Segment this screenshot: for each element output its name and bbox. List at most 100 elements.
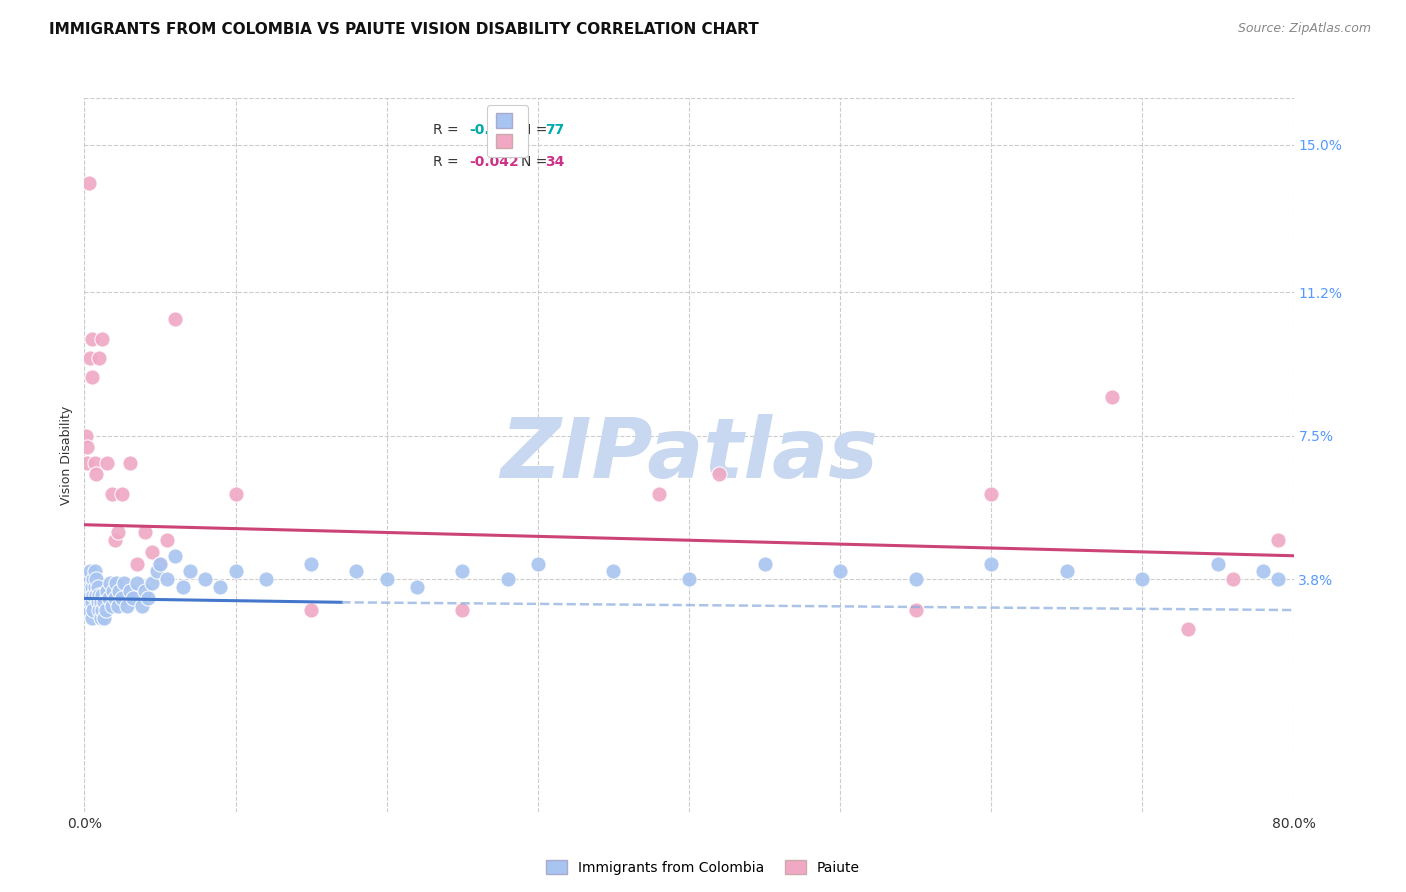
- Point: [98, 575, 121, 590]
- Point: [97, 591, 120, 606]
- Text: -0.042: -0.042: [468, 155, 519, 169]
- Point: [75, 583, 97, 598]
- Point: [96, 583, 118, 598]
- Point: [96, 456, 118, 470]
- Point: [76, 440, 98, 454]
- Point: [678, 572, 700, 586]
- Point: [1267, 533, 1289, 548]
- Point: [80, 611, 103, 625]
- Point: [299, 557, 322, 571]
- Point: [80, 580, 103, 594]
- Point: [136, 591, 159, 606]
- Point: [86, 467, 108, 482]
- Point: [80, 595, 103, 609]
- Point: [82, 588, 104, 602]
- Point: [172, 580, 194, 594]
- Point: [141, 575, 163, 590]
- Point: [101, 583, 124, 598]
- Point: [79, 580, 101, 594]
- Point: [79, 564, 101, 578]
- Point: [1130, 572, 1153, 586]
- Point: [87, 580, 110, 594]
- Point: [93, 611, 115, 625]
- Point: [131, 599, 153, 614]
- Point: [1056, 564, 1078, 578]
- Point: [84, 580, 107, 594]
- Text: 34: 34: [546, 155, 564, 169]
- Point: [346, 564, 368, 578]
- Point: [104, 533, 127, 548]
- Text: ZIPatlas: ZIPatlas: [501, 415, 877, 495]
- Point: [451, 564, 474, 578]
- Point: [165, 549, 187, 563]
- Point: [602, 564, 624, 578]
- Point: [1267, 572, 1289, 586]
- Point: [1206, 557, 1229, 571]
- Point: [86, 572, 108, 586]
- Point: [1101, 390, 1123, 404]
- Point: [79, 595, 101, 609]
- Point: [75, 428, 97, 442]
- Point: [980, 557, 1002, 571]
- Point: [451, 603, 474, 617]
- Point: [156, 533, 179, 548]
- Point: [149, 557, 172, 571]
- Point: [80, 332, 103, 346]
- Point: [904, 572, 927, 586]
- Point: [980, 486, 1002, 500]
- Point: [90, 611, 112, 625]
- Point: [134, 583, 156, 598]
- Point: [80, 370, 103, 384]
- Text: N =: N =: [520, 155, 551, 169]
- Point: [146, 564, 169, 578]
- Point: [89, 603, 111, 617]
- Point: [141, 545, 163, 559]
- Point: [84, 564, 107, 578]
- Point: [91, 603, 114, 617]
- Point: [149, 557, 172, 571]
- Point: [91, 332, 114, 346]
- Point: [93, 595, 115, 609]
- Point: [134, 525, 156, 540]
- Text: N =: N =: [520, 123, 551, 137]
- Point: [76, 456, 98, 470]
- Point: [87, 595, 110, 609]
- Point: [100, 486, 122, 500]
- Point: [118, 583, 141, 598]
- Point: [77, 603, 100, 617]
- Point: [86, 588, 108, 602]
- Text: -0.021: -0.021: [468, 123, 519, 137]
- Point: [76, 591, 98, 606]
- Point: [82, 603, 104, 617]
- Point: [527, 557, 550, 571]
- Point: [77, 588, 100, 602]
- Point: [91, 588, 114, 602]
- Point: [104, 591, 127, 606]
- Point: [254, 572, 277, 586]
- Point: [225, 564, 247, 578]
- Point: [1253, 564, 1275, 578]
- Text: 77: 77: [546, 123, 564, 137]
- Point: [127, 575, 149, 590]
- Point: [496, 572, 519, 586]
- Point: [165, 312, 187, 326]
- Point: [194, 572, 217, 586]
- Legend: Immigrants from Colombia, Paiute: Immigrants from Colombia, Paiute: [540, 855, 866, 880]
- Point: [100, 599, 122, 614]
- Point: [830, 564, 852, 578]
- Point: [82, 572, 104, 586]
- Y-axis label: Vision Disability: Vision Disability: [60, 405, 73, 505]
- Point: [89, 588, 111, 602]
- Text: R =: R =: [433, 123, 463, 137]
- Point: [406, 580, 429, 594]
- Point: [108, 583, 131, 598]
- Point: [111, 486, 134, 500]
- Point: [112, 575, 135, 590]
- Point: [105, 575, 128, 590]
- Point: [111, 591, 134, 606]
- Point: [1177, 623, 1199, 637]
- Point: [79, 351, 101, 365]
- Legend: , : ,: [488, 105, 527, 157]
- Point: [94, 603, 117, 617]
- Point: [156, 572, 179, 586]
